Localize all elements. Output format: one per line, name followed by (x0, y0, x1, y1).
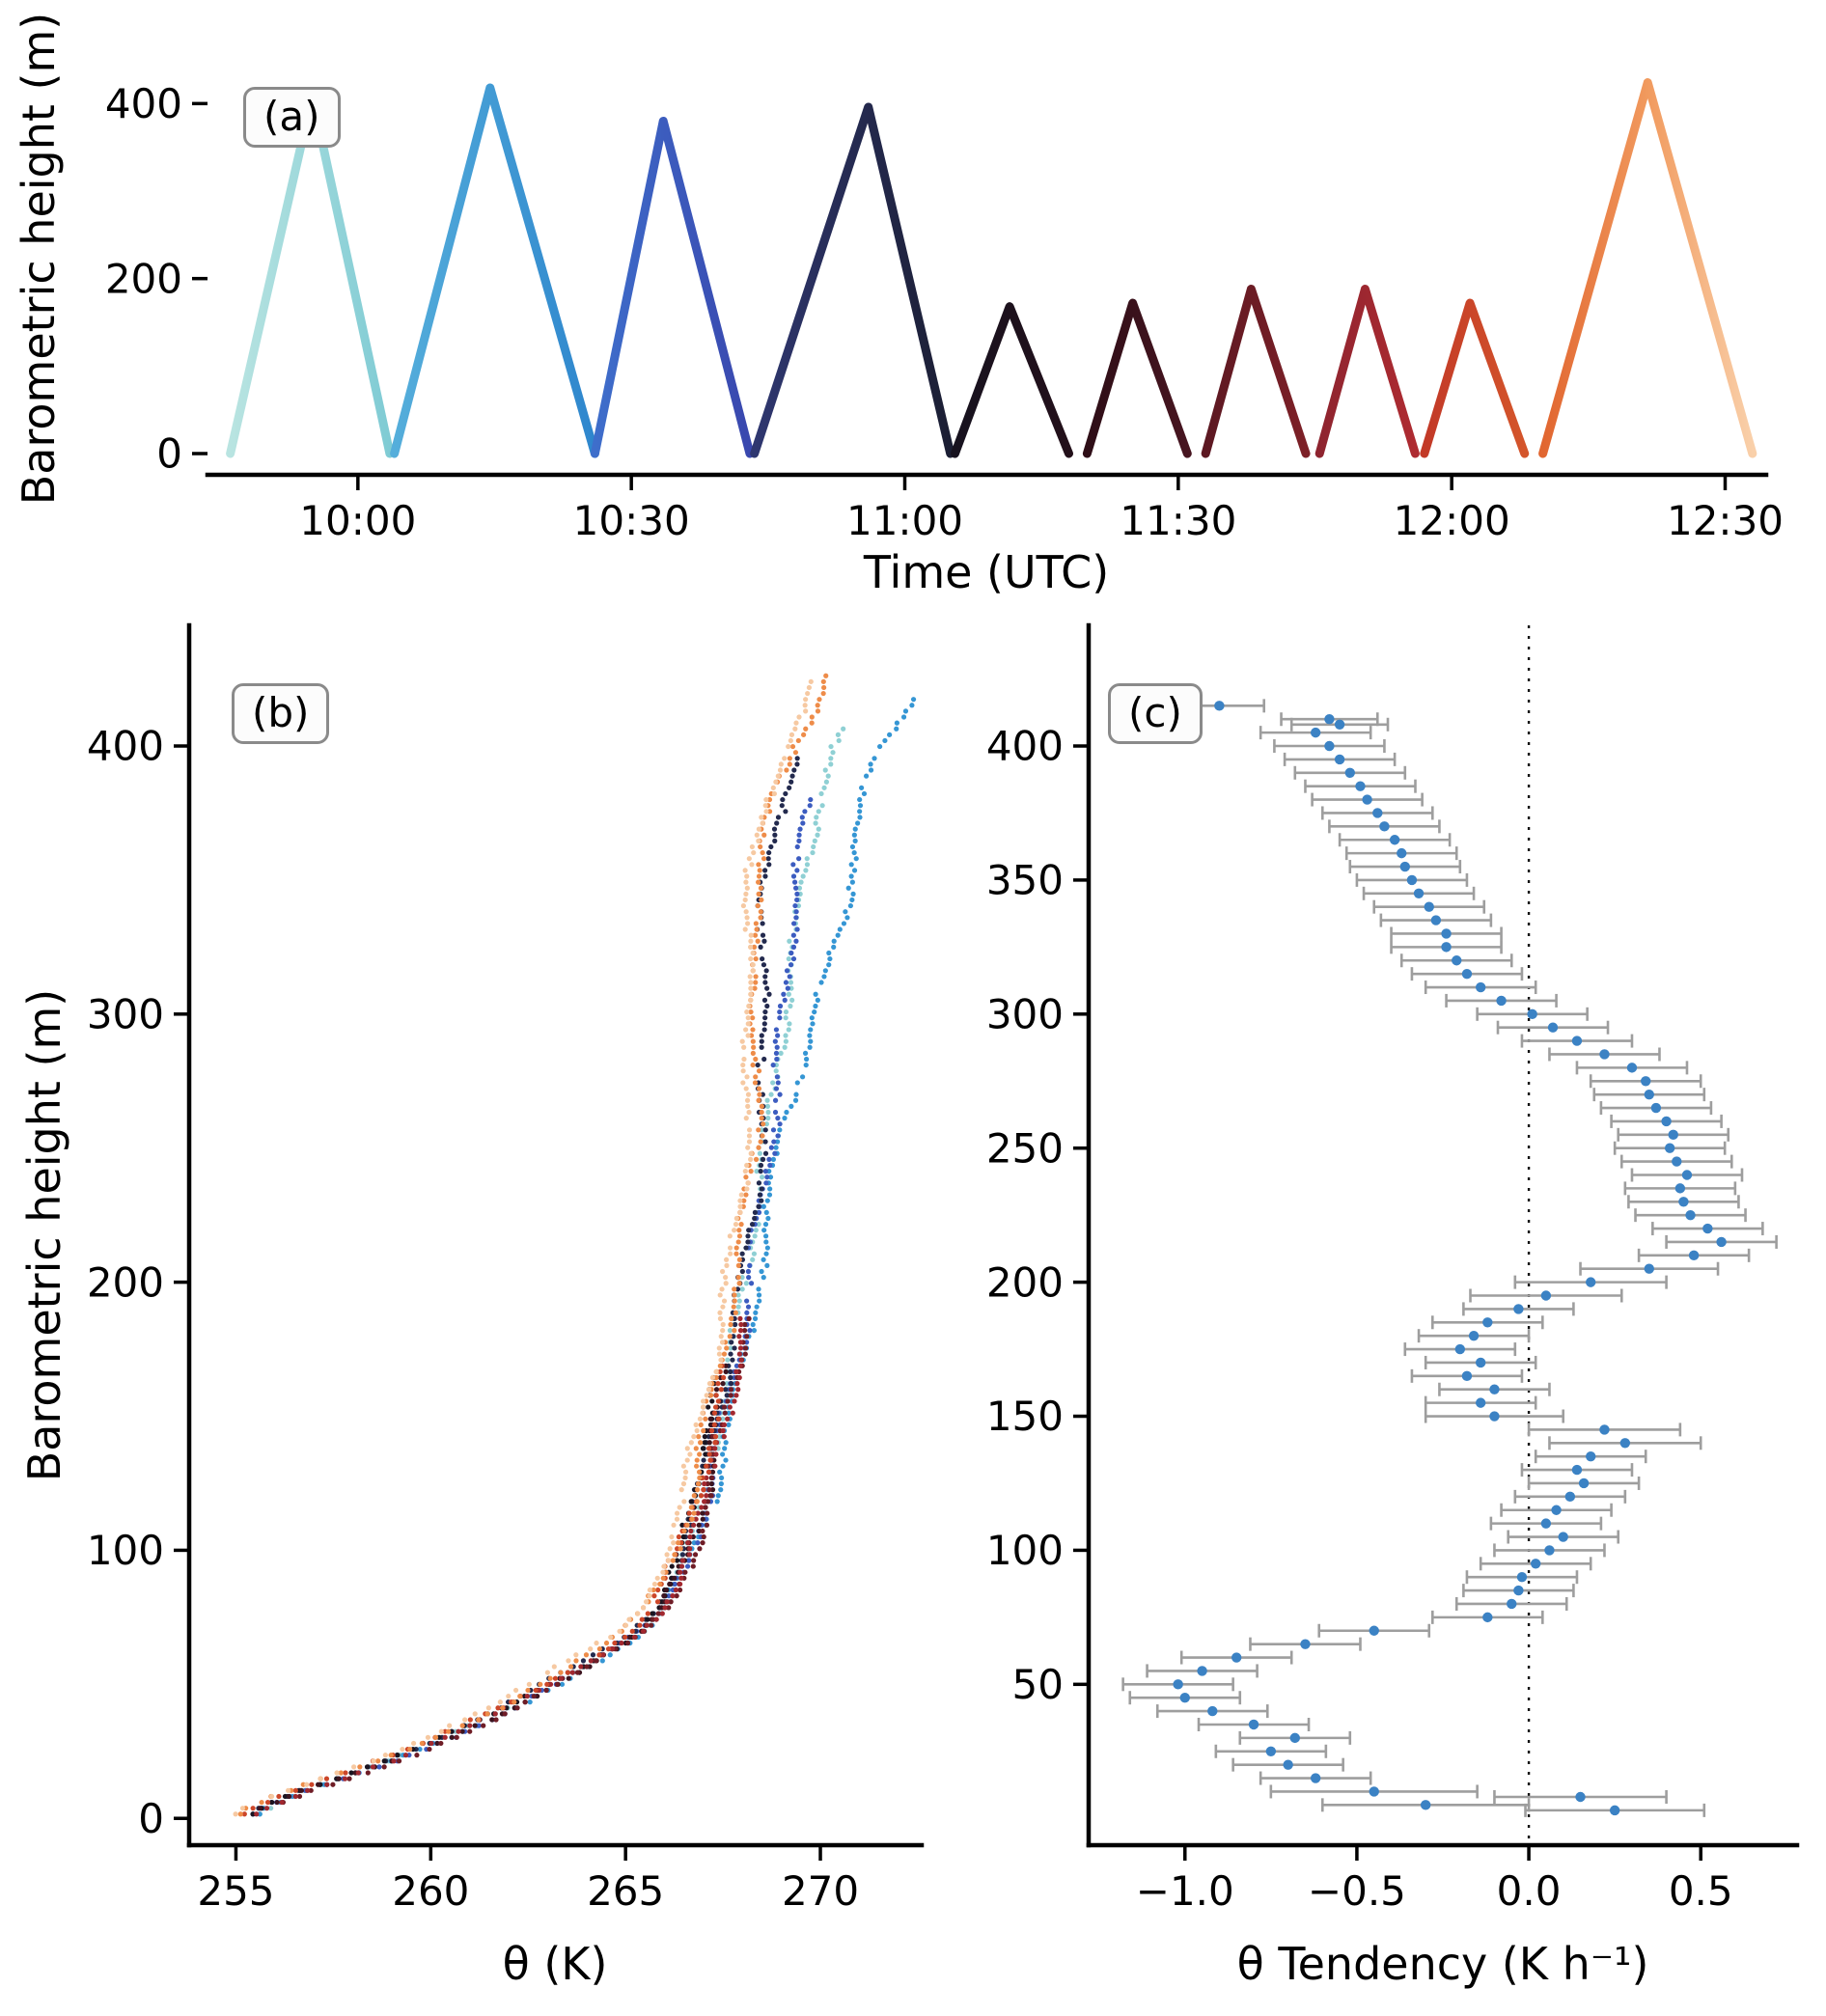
y-tick-label: 350 (986, 857, 1064, 904)
tendency-errorbars (1121, 699, 1778, 1817)
flight-track (1420, 298, 1530, 458)
panel-a-flight-lines (226, 78, 1757, 458)
y-tick-label: 300 (87, 991, 164, 1038)
y-tick-label: 400 (87, 723, 164, 770)
x-tick-label: 260 (392, 1867, 469, 1915)
theta-profile (256, 756, 800, 1811)
tendency-points (1173, 701, 1727, 1816)
x-tick-label: 265 (587, 1867, 664, 1915)
x-tick-label: 255 (197, 1867, 274, 1915)
y-tick-label: 300 (986, 991, 1064, 1038)
y-tick-label: 100 (986, 1527, 1064, 1574)
panel-b-theta-profiles (233, 673, 917, 1817)
flight-track (390, 83, 599, 458)
y-tick-label: 0 (138, 1795, 164, 1842)
y-tick-label: 400 (105, 80, 182, 127)
panel-b-ylabel: Barometric height (m) (18, 988, 70, 1482)
flight-track (1538, 78, 1757, 458)
flight-track (950, 302, 1073, 458)
x-tick-label: −0.5 (1308, 1867, 1406, 1915)
y-tick-label: 200 (87, 1258, 164, 1306)
flight-track (1314, 285, 1420, 458)
flight-track (226, 92, 395, 458)
theta-profile (233, 678, 814, 1817)
theta-profile (257, 726, 846, 1817)
y-tick-label: 150 (986, 1393, 1064, 1440)
panel-b-label: (b) (232, 683, 330, 744)
panel-a-ylabel: Barometric height (m) (13, 12, 65, 506)
flight-track (750, 102, 955, 458)
theta-profile (257, 697, 917, 1817)
x-tick-label: 10:00 (299, 497, 416, 544)
theta-profile (237, 673, 829, 1817)
flight-track (1201, 285, 1311, 458)
x-tick-label: 0.0 (1497, 1867, 1562, 1915)
y-tick-label: 200 (105, 255, 182, 302)
panel-c-xlabel: θ Tendency (K h⁻¹) (1236, 1938, 1649, 1990)
panel-a-label: (a) (243, 87, 341, 148)
y-tick-label: 50 (1012, 1661, 1064, 1708)
theta-profile (257, 1363, 729, 1811)
y-tick-label: 250 (986, 1124, 1064, 1172)
x-tick-label: 10:30 (573, 497, 690, 544)
x-tick-label: −1.0 (1136, 1867, 1234, 1915)
x-tick-label: 270 (782, 1867, 859, 1915)
y-tick-label: 400 (986, 723, 1064, 770)
x-tick-label: 12:00 (1394, 497, 1510, 544)
x-tick-label: 11:30 (1120, 497, 1236, 544)
y-tick-label: 100 (87, 1527, 164, 1574)
panel-b-xlabel: θ (K) (502, 1938, 608, 1990)
y-tick-label: 200 (986, 1258, 1064, 1306)
x-tick-label: 11:00 (846, 497, 963, 544)
flight-track (1082, 298, 1192, 458)
panel-a-xlabel: Time (UTC) (863, 546, 1110, 598)
x-tick-label: 12:30 (1667, 497, 1784, 544)
x-tick-label: 0.5 (1669, 1867, 1733, 1915)
flight-track (590, 116, 755, 458)
panel-c-label: (c) (1108, 683, 1203, 744)
y-tick-label: 0 (156, 430, 182, 478)
theta-profile (250, 796, 814, 1817)
